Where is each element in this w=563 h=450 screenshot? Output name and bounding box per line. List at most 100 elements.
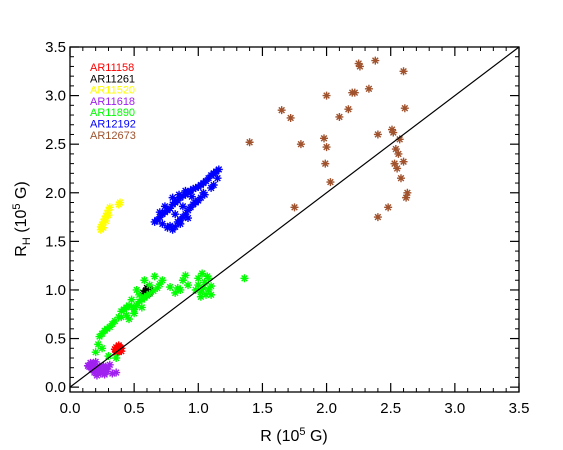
data-point [209, 181, 218, 189]
y-axis-title-base: R [13, 245, 30, 257]
data-point [396, 174, 405, 183]
x-axis-title-superscript: 5 [299, 426, 305, 438]
data-point [296, 140, 305, 149]
data-point [153, 284, 162, 293]
legend-entry: AR11520 [90, 85, 135, 97]
data-point [196, 193, 205, 202]
x-axis-title: R (105 G) [260, 426, 327, 445]
data-point [198, 269, 207, 278]
data-point [204, 285, 213, 294]
y-tick-label: 0.0 [45, 379, 66, 396]
data-point [99, 223, 108, 232]
data-point [194, 281, 203, 290]
data-point [389, 128, 398, 137]
data-point [94, 340, 103, 349]
y-tick-label: 1.5 [45, 233, 66, 250]
data-point [391, 145, 400, 154]
data-point [199, 284, 208, 293]
x-tick-label: 2.5 [380, 400, 401, 417]
data-point [213, 174, 222, 183]
data-point [371, 56, 380, 65]
data-point [184, 281, 193, 290]
data-point [145, 289, 154, 298]
data-point [104, 206, 113, 215]
y-axis-title: RH (105 G) [11, 181, 33, 256]
data-point [390, 159, 399, 168]
data-point [101, 216, 110, 225]
data-point [96, 369, 105, 378]
data-point [355, 62, 364, 71]
data-point [171, 288, 180, 297]
x-tick-label: 0.5 [124, 400, 145, 417]
data-point [373, 213, 382, 222]
x-tick-label: 2.0 [316, 400, 337, 417]
data-point [290, 203, 299, 212]
data-point [335, 112, 344, 121]
data-point [140, 276, 149, 285]
data-point [178, 276, 187, 285]
y-axis-title-superscript: 5 [11, 204, 23, 210]
x-tick-label: 3.0 [444, 400, 465, 417]
data-point [137, 303, 146, 312]
x-axis-title-base: R (10 [260, 428, 299, 445]
data-point [91, 357, 100, 366]
data-point [204, 274, 213, 283]
data-point [400, 104, 409, 113]
data-point [191, 183, 200, 192]
data-point [200, 278, 209, 287]
x-axis-title-tail: G) [306, 428, 328, 445]
data-point [139, 288, 148, 297]
y-tick-label: 1.0 [45, 282, 66, 299]
data-point [181, 271, 190, 280]
data-point [178, 191, 187, 200]
data-point [196, 287, 205, 296]
data-point [207, 290, 216, 299]
legend-entry: AR11158 [90, 62, 134, 74]
data-point [101, 212, 110, 221]
data-point [178, 202, 187, 211]
data-point [175, 190, 184, 199]
data-point [110, 317, 119, 326]
data-point [95, 362, 104, 371]
series-ar12192 [150, 165, 223, 234]
identity-reference-line [69, 46, 520, 388]
y-axis-title-tail: (10 [13, 210, 30, 238]
x-tick-label: 1.0 [188, 400, 209, 417]
data-point [184, 214, 193, 223]
data-point [277, 106, 286, 115]
data-point [98, 220, 107, 229]
data-point [135, 290, 144, 299]
data-point [207, 282, 216, 291]
data-point [364, 84, 373, 93]
data-point [191, 285, 200, 294]
data-point [395, 135, 404, 144]
data-point [163, 223, 172, 232]
legend-entry: AR11618 [90, 96, 135, 108]
data-point [149, 286, 158, 295]
data-point [403, 188, 412, 197]
data-point [181, 186, 190, 195]
data-point [344, 105, 353, 114]
data-point [393, 164, 402, 173]
data-point [87, 359, 96, 368]
data-point [92, 371, 101, 380]
data-point [168, 193, 177, 202]
data-point [394, 149, 403, 158]
data-point [91, 348, 100, 357]
data-point [245, 138, 254, 147]
data-point [402, 193, 411, 202]
y-tick-label: 2.0 [45, 185, 66, 202]
data-point [350, 88, 359, 97]
data-point [117, 313, 126, 322]
data-point [286, 113, 295, 122]
data-point [155, 280, 164, 289]
data-point [166, 204, 175, 213]
y-tick-label: 2.5 [45, 136, 66, 153]
data-point [150, 272, 159, 281]
data-point [171, 210, 180, 219]
data-point [373, 130, 382, 139]
data-point [108, 369, 117, 378]
data-point [104, 352, 113, 361]
